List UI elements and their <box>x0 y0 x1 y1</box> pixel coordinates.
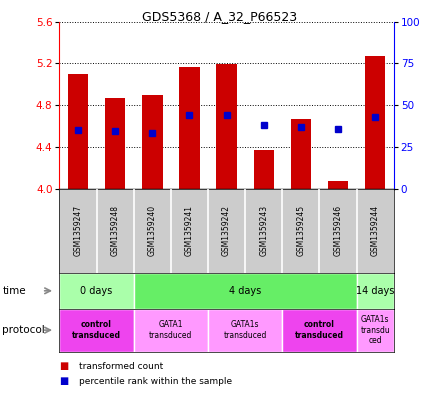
Text: GSM1359248: GSM1359248 <box>110 206 120 256</box>
Text: 14 days: 14 days <box>356 286 394 296</box>
Bar <box>59 309 134 352</box>
Text: GSM1359242: GSM1359242 <box>222 206 231 256</box>
Bar <box>291 119 311 189</box>
Text: GATA1s
transduced: GATA1s transduced <box>224 320 267 340</box>
Text: GSM1359241: GSM1359241 <box>185 206 194 256</box>
Text: GSM1359243: GSM1359243 <box>259 205 268 257</box>
Text: GATA1
transduced: GATA1 transduced <box>149 320 193 340</box>
Text: GSM1359245: GSM1359245 <box>297 205 305 257</box>
Text: percentile rank within the sample: percentile rank within the sample <box>79 377 232 386</box>
Text: GSM1359246: GSM1359246 <box>334 205 343 257</box>
Text: transformed count: transformed count <box>79 362 163 371</box>
Bar <box>179 66 200 189</box>
Text: GDS5368 / A_32_P66523: GDS5368 / A_32_P66523 <box>143 10 297 23</box>
Bar <box>253 150 274 189</box>
Bar <box>68 74 88 189</box>
Bar <box>216 64 237 189</box>
Text: control
transduced: control transduced <box>295 320 344 340</box>
Text: GSM1359244: GSM1359244 <box>371 205 380 257</box>
Text: 4 days: 4 days <box>229 286 261 296</box>
Text: protocol: protocol <box>2 325 45 335</box>
Bar <box>134 309 208 352</box>
Bar <box>365 56 385 189</box>
Bar <box>357 273 394 309</box>
Text: control
transduced: control transduced <box>72 320 121 340</box>
Bar <box>282 309 357 352</box>
Text: ■: ■ <box>59 361 69 371</box>
Text: GATA1s
transdu
ced: GATA1s transdu ced <box>360 315 390 345</box>
Text: ■: ■ <box>59 376 69 386</box>
Bar <box>208 309 282 352</box>
Bar <box>105 98 125 189</box>
Text: GSM1359247: GSM1359247 <box>73 205 82 257</box>
Bar <box>357 309 394 352</box>
Bar <box>142 95 162 189</box>
Bar <box>59 273 134 309</box>
Text: GSM1359240: GSM1359240 <box>148 205 157 257</box>
Text: time: time <box>2 286 26 296</box>
Text: 0 days: 0 days <box>81 286 113 296</box>
Bar <box>328 181 348 189</box>
Bar <box>134 273 357 309</box>
